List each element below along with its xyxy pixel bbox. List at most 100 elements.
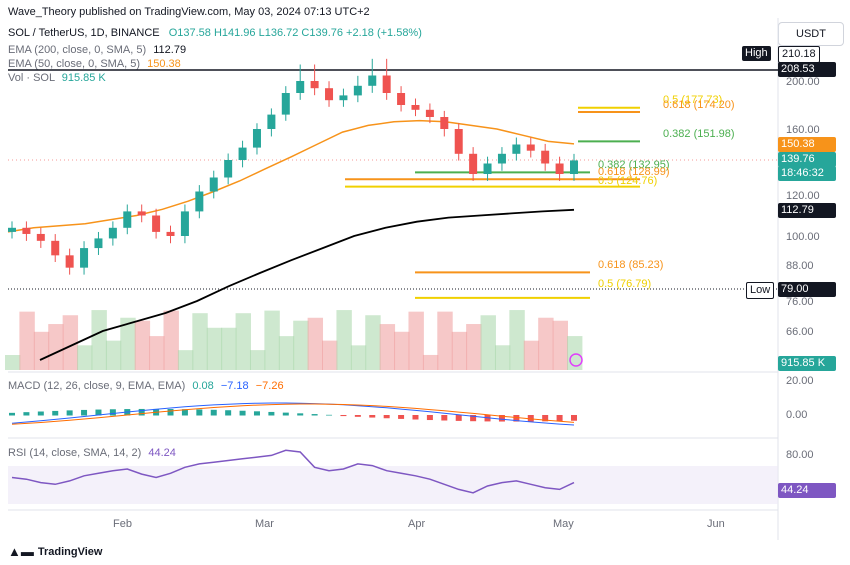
candle-body bbox=[152, 215, 161, 232]
volume-bar bbox=[466, 324, 482, 370]
macd-bar bbox=[95, 409, 102, 416]
macd-bar bbox=[527, 415, 534, 422]
macd-bar bbox=[66, 410, 73, 416]
candle-body bbox=[469, 153, 478, 174]
candle-body bbox=[382, 75, 391, 93]
macd-bar bbox=[542, 415, 549, 422]
macd-bar bbox=[9, 412, 15, 416]
macd-tick: 0.00 bbox=[786, 409, 808, 421]
ema50-label: EMA (50, close, 0, SMA, 5) bbox=[8, 58, 141, 70]
macd-bar bbox=[282, 412, 289, 416]
macd-bar bbox=[340, 415, 347, 417]
vol-label: Vol · SOL bbox=[8, 72, 55, 84]
candle-body bbox=[411, 105, 420, 110]
ema200-label: EMA (200, close, 0, SMA, 5) bbox=[8, 44, 147, 56]
price-tick: 76.00 bbox=[786, 296, 814, 308]
macd-bar bbox=[311, 414, 318, 416]
macd-bar bbox=[196, 409, 203, 416]
macd-signal-line bbox=[11, 403, 575, 425]
volume-bar bbox=[293, 320, 309, 370]
macd-v2: −7.18 bbox=[220, 380, 249, 392]
price-tick: 66.00 bbox=[786, 326, 814, 338]
x-tick: Apr bbox=[408, 518, 426, 530]
volume-area bbox=[5, 310, 583, 370]
vol-value: 915.85 K bbox=[61, 72, 106, 84]
volume-bar bbox=[480, 315, 496, 370]
brand[interactable]: ▲▬ TradingView bbox=[8, 544, 102, 559]
ema50-value: 150.38 bbox=[147, 58, 181, 70]
fib-label: 0.618 (174.20) bbox=[663, 99, 735, 111]
volume-bar bbox=[451, 331, 468, 370]
symbol-label[interactable]: SOL / TetherUS, 1D, BINANCE bbox=[8, 27, 160, 39]
macd-v1: 0.08 bbox=[192, 380, 214, 392]
price-tick: 88.00 bbox=[786, 260, 814, 272]
volume-bar bbox=[408, 311, 424, 370]
candle-body bbox=[238, 147, 247, 160]
volume-bar bbox=[350, 345, 367, 370]
candle-body bbox=[497, 153, 506, 164]
candle-body bbox=[224, 160, 233, 178]
fib-label: 0.5 (177.73) bbox=[663, 94, 723, 106]
candle-body bbox=[325, 88, 334, 101]
candle-body bbox=[123, 211, 132, 228]
vol-legend[interactable]: Vol · SOL 915.85 K bbox=[8, 72, 106, 84]
currency-button[interactable]: USDT bbox=[778, 22, 844, 46]
candle-body bbox=[483, 163, 492, 174]
volume-bar bbox=[552, 320, 568, 370]
volume-bar bbox=[105, 340, 122, 370]
candles bbox=[8, 58, 578, 275]
macd-bar bbox=[81, 409, 88, 416]
candle-body bbox=[555, 163, 564, 174]
candle-body bbox=[454, 129, 463, 154]
candle-body bbox=[570, 160, 578, 174]
candle-body bbox=[80, 248, 89, 268]
volume-bar bbox=[134, 320, 151, 370]
candle-body bbox=[166, 231, 175, 236]
candle-body bbox=[36, 233, 45, 241]
low-value: 79.00 bbox=[778, 282, 836, 297]
x-tick: Jun bbox=[707, 518, 725, 530]
volume-bar bbox=[249, 350, 266, 370]
brand-name: TradingView bbox=[37, 545, 103, 558]
price-tick: 200.00 bbox=[786, 76, 820, 88]
macd-line bbox=[11, 402, 575, 426]
candle-body bbox=[296, 81, 305, 93]
candle-body bbox=[397, 93, 406, 105]
ema200-tag: 112.79 bbox=[778, 203, 836, 218]
volume-bar bbox=[394, 331, 410, 370]
rsi-value: 44.24 bbox=[148, 447, 176, 459]
high-value: 210.18 bbox=[778, 46, 820, 63]
macd-bar bbox=[498, 415, 505, 422]
candle-body bbox=[512, 144, 521, 154]
macd-bar bbox=[326, 414, 333, 416]
volume-bar bbox=[149, 336, 165, 370]
macd-bar bbox=[52, 410, 59, 416]
header-symbol-row: SOL / TetherUS, 1D, BINANCE O137.58 H141… bbox=[8, 27, 422, 39]
candle-body bbox=[339, 95, 348, 101]
candle-body bbox=[252, 129, 261, 148]
ema50-legend[interactable]: EMA (50, close, 0, SMA, 5) 150.38 bbox=[8, 58, 181, 70]
macd-bar bbox=[426, 415, 433, 421]
rsi-legend[interactable]: RSI (14, close, SMA, 14, 2) 44.24 bbox=[8, 447, 176, 459]
ema200-legend[interactable]: EMA (200, close, 0, SMA, 5) 112.79 bbox=[8, 44, 186, 56]
macd-legend[interactable]: MACD (12, 26, close, 9, EMA, EMA) 0.08 −… bbox=[8, 380, 284, 392]
macd-tick: 20.00 bbox=[786, 375, 814, 387]
price-tick: 100.00 bbox=[786, 231, 820, 243]
high-line-tag: 208.53 bbox=[778, 62, 836, 77]
volume-bar bbox=[264, 310, 280, 370]
volume-bar bbox=[379, 324, 396, 370]
rsi-line bbox=[11, 449, 575, 494]
volume-bar bbox=[322, 340, 338, 370]
macd-bar bbox=[571, 415, 577, 421]
volume-bar bbox=[120, 317, 136, 370]
fib-label: 0.618 (128.99) bbox=[598, 166, 670, 178]
vol-tag: 915.85 K bbox=[778, 356, 836, 371]
macd-label: MACD (12, 26, close, 9, EMA, EMA) bbox=[8, 380, 186, 392]
volume-bar bbox=[538, 317, 554, 370]
volume-bar bbox=[5, 355, 21, 370]
macd-bar bbox=[268, 411, 275, 416]
fib-label: 0.5 (124.76) bbox=[598, 175, 658, 187]
volume-bar bbox=[221, 327, 237, 370]
volume-bar bbox=[494, 345, 511, 370]
